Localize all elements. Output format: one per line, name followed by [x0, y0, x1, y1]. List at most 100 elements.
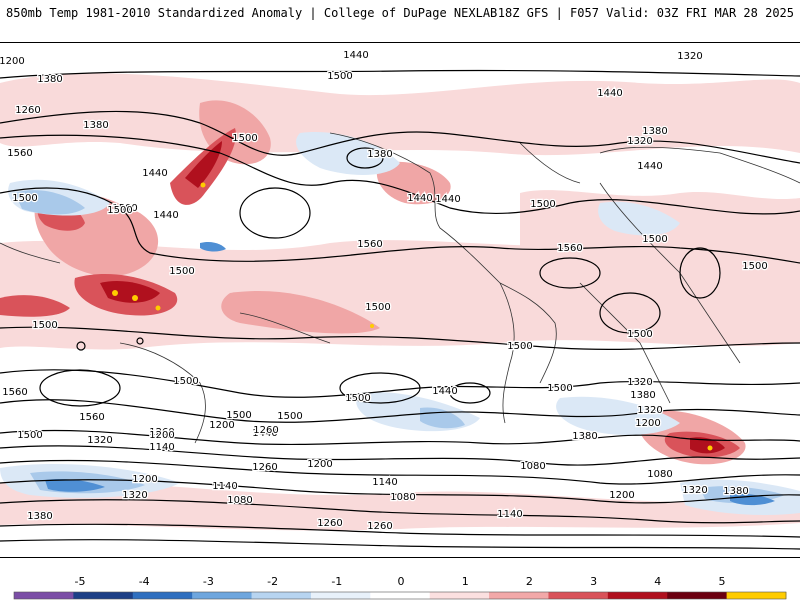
contour-label: 1260	[252, 462, 277, 473]
colorbar: -5 -4 -3 -2 -1 0 1 2 3 4 5	[0, 572, 800, 600]
colorbar-outline	[13, 591, 787, 600]
contour-label: 1500	[345, 393, 370, 404]
contour-label: 1320	[627, 136, 652, 147]
colorbar-segment	[429, 592, 490, 599]
height-contours	[0, 69, 800, 550]
contour-label: 1440	[432, 386, 457, 397]
contour-label: 1500	[507, 341, 532, 352]
contour-label: 1380	[37, 74, 62, 85]
contour-label: 1500	[12, 193, 37, 204]
contour-label: 1200	[209, 420, 234, 431]
contour-label: 1380	[27, 511, 52, 522]
anomaly-map: 1380126014401200138013201440150012601380…	[0, 42, 800, 558]
contour-label: 1500	[107, 205, 132, 216]
contour-label: 1140	[212, 481, 237, 492]
contour-label: 1260	[15, 105, 40, 116]
colorbar-svg: -5 -4 -3 -2 -1 0 1 2 3 4 5	[13, 575, 787, 600]
contour-label: 1200	[635, 418, 660, 429]
colorbar-tick-label: 2	[526, 575, 533, 588]
contour-label: 1500	[742, 261, 767, 272]
colorbar-segment	[73, 592, 134, 599]
colorbar-segment	[251, 592, 312, 599]
map-svg: 1380126014401200138013201440150012601380…	[0, 49, 800, 550]
contour-label: 1500	[232, 133, 257, 144]
model-run-info: 18Z GFS | F057 Valid: 03Z FRI MAR 28 202…	[497, 6, 794, 20]
contour-label: 1500	[32, 320, 57, 331]
contour-label: 1140	[372, 477, 397, 488]
contour-label: 1140	[149, 442, 174, 453]
contour-label: 1440	[142, 168, 167, 179]
contour-label: 1500	[642, 234, 667, 245]
contour-label: 1380	[83, 120, 108, 131]
contour-label: 1500	[327, 71, 352, 82]
colorbar-segment	[192, 592, 253, 599]
contour-label: 1500	[169, 266, 194, 277]
contour-label: 1500	[547, 383, 572, 394]
colorbar-tick-label: -2	[267, 575, 278, 588]
anomaly-shading	[0, 73, 800, 531]
contour-label: 1500	[173, 376, 198, 387]
contour-label: 1320	[87, 435, 112, 446]
contour-label: 1560	[557, 243, 582, 254]
contour-label: 1500	[277, 411, 302, 422]
contour-label: 1200	[609, 490, 634, 501]
contour-label: 1380	[723, 486, 748, 497]
contour-label: 1500	[365, 302, 390, 313]
contour-label: 1260	[149, 427, 174, 438]
contour-label: 1440	[252, 428, 277, 439]
colorbar-tick-label: 3	[590, 575, 597, 588]
contour-label: 1200	[0, 56, 25, 67]
contour-label: 1200	[307, 459, 332, 470]
colorbar-segment	[667, 592, 728, 599]
contour-label: 1080	[647, 469, 672, 480]
colorbar-tick-label: 5	[719, 575, 726, 588]
colorbar-segment	[370, 592, 431, 599]
contour-label: 1260	[317, 518, 342, 529]
contour-label: 1320	[682, 485, 707, 496]
colorbar-segment	[489, 592, 549, 599]
contour-label: 1080	[227, 495, 252, 506]
colorbar-segment	[726, 592, 787, 599]
contour-label: 1080	[390, 492, 415, 503]
contour-label: 1320	[627, 377, 652, 388]
contour-label: 1320	[122, 490, 147, 501]
contour-label: 1140	[497, 509, 522, 520]
contour-label: 1500	[17, 430, 42, 441]
contour-label: 1440	[637, 161, 662, 172]
colorbar-tick-label: -4	[139, 575, 150, 588]
contour-label: 1560	[79, 412, 104, 423]
colorbar-tick-label: -3	[203, 575, 214, 588]
contour-label: 1200	[149, 430, 174, 441]
colorbar-segment	[132, 592, 193, 599]
colorbar-tick-label: -1	[331, 575, 342, 588]
colorbar-segment	[548, 592, 609, 599]
colorbar-segment	[14, 592, 74, 599]
contour-label: 1200	[132, 474, 157, 485]
colorbar-tick-label: 0	[398, 575, 405, 588]
colorbar-tick-label: 4	[654, 575, 661, 588]
contour-label: 1500	[627, 329, 652, 340]
contour-label: 1320	[677, 51, 702, 62]
colorbar-segment	[607, 592, 668, 599]
contour-label: 1560	[357, 239, 382, 250]
contour-label: 1560	[2, 387, 27, 398]
contour-label: 1440	[597, 88, 622, 99]
contour-label: 1260	[253, 425, 278, 436]
contour-label: 1320	[637, 405, 662, 416]
colorbar-tick-label: 1	[462, 575, 469, 588]
contour-label: 1560	[7, 148, 32, 159]
contour-label: 1440	[153, 210, 178, 221]
contour-label: 1500	[226, 410, 251, 421]
contour-label: 1440	[407, 193, 432, 204]
contour-label: 1380	[630, 390, 655, 401]
contour-label: 1080	[520, 461, 545, 472]
contour-label: 1380	[367, 149, 392, 160]
contour-label: 1440	[343, 50, 368, 61]
contour-label: 1500	[112, 203, 137, 214]
colorbar-tick-label: -5	[75, 575, 86, 588]
contour-label: 1380	[572, 431, 597, 442]
contour-label: 1260	[367, 521, 392, 532]
contour-label: 1440	[435, 194, 460, 205]
contour-label: 1380	[642, 126, 667, 137]
contour-labels: 1380126014401200138013201440150012601380…	[0, 49, 769, 534]
